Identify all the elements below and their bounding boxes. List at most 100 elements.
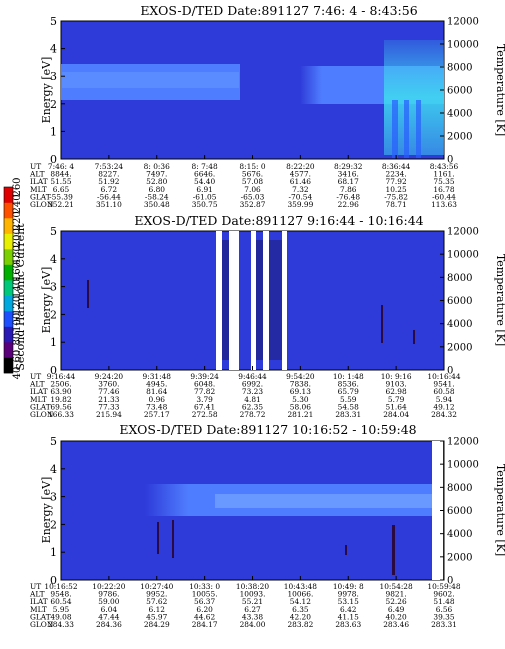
orbit-table-cell: 51.55 (50, 177, 71, 186)
orbit-table-cell: -56.44 (97, 192, 121, 201)
orbit-table-cell: 58.06 (290, 402, 311, 411)
orbit-table-row-label: UT (30, 582, 41, 591)
orbit-table-cell: 8844. (50, 170, 71, 179)
panel-3-spike (172, 520, 174, 558)
colorbar-frame (3, 186, 14, 374)
orbit-table-cell: 6048. (194, 380, 215, 389)
orbit-table-cell: 6646. (194, 170, 215, 179)
orbit-table-cell: 41.15 (338, 612, 359, 621)
y-tick-label: 2 (50, 518, 57, 531)
orbit-table-cell: 77.92 (386, 177, 407, 186)
y2-tick-label: 6000 (447, 296, 472, 307)
orbit-table-cell: 6.80 (149, 185, 166, 194)
orbit-table-cell: -76.48 (336, 192, 360, 201)
orbit-table-cell: 284.33 (48, 620, 74, 629)
orbit-table-cell: 8:29:32 (334, 162, 363, 171)
orbit-table-cell: 10:27:40 (140, 582, 173, 591)
orbit-table-cell: 7838. (290, 380, 311, 389)
orbit-table-row-label: GLON (30, 410, 54, 419)
orbit-table-cell: 7497. (146, 170, 167, 179)
y2-tick-label: 0 (447, 155, 453, 166)
orbit-table-cell: 6992. (242, 380, 263, 389)
orbit-table-cell: 10:22:20 (92, 582, 125, 591)
panel-3-y-axis: 0 1 2 3 4 5 (50, 435, 65, 587)
orbit-table-cell: 81.64 (146, 387, 167, 396)
orbit-table-cell: 6.42 (340, 605, 356, 614)
orbit-table-cell: 56.37 (194, 597, 215, 606)
panel-2-data-gap (282, 231, 287, 370)
orbit-table-cell: 284.04 (383, 410, 409, 419)
orbit-table-cell: 3416. (338, 170, 359, 179)
orbit-table-cell: 67.41 (194, 402, 215, 411)
orbit-table-cell: 350.48 (144, 200, 170, 209)
orbit-table-cell: 9103. (386, 380, 407, 389)
panel-2-cusp-activity (269, 240, 282, 360)
panel-3-data-gap (432, 441, 443, 580)
panel-3-y-label: Energy [eV] (40, 477, 53, 544)
orbit-table-cell: 68.17 (338, 177, 359, 186)
orbit-table-cell: 10:54:28 (380, 582, 413, 591)
orbit-table-cell: 78.71 (386, 200, 407, 209)
orbit-table-cell: 10:33: 0 (189, 582, 220, 591)
orbit-table-cell: 9:31:48 (143, 372, 172, 381)
panel-2-spike (413, 330, 415, 344)
orbit-table-cell: 54.12 (290, 597, 311, 606)
y2-tick-label: 8000 (447, 63, 472, 74)
orbit-table-cell: 215.94 (96, 410, 122, 419)
orbit-table-cell: 284.00 (240, 620, 266, 629)
orbit-table-cell: 6.65 (53, 185, 70, 194)
orbit-table-cell: 5.30 (292, 395, 309, 404)
y2-tick-label: 10000 (447, 460, 479, 471)
panel-1-dawn-edge-streak (416, 100, 421, 158)
panel-2-spike (87, 280, 89, 308)
orbit-table-cell: 8:22:20 (286, 162, 315, 171)
orbit-table-row-label: ALT (29, 590, 45, 599)
y2-tick-label: 4000 (447, 529, 472, 540)
colorbar-swatch (4, 264, 13, 281)
orbit-table-cell: 19.82 (50, 395, 71, 404)
colorbar-tick-label: 200 (12, 228, 23, 247)
colorbar-tick-label: 160 (12, 262, 23, 281)
orbit-table-cell: 7.06 (244, 185, 261, 194)
panel-2-data-features (87, 231, 415, 370)
orbit-table-cell: 53.15 (338, 597, 359, 606)
colorbar-swatch (4, 233, 13, 250)
orbit-table-cell: 8:15: 0 (239, 162, 265, 171)
orbit-table-cell: 257.17 (144, 410, 170, 419)
orbit-table-cell: 4577. (290, 170, 311, 179)
panel-2-title: EXOS-D/TED Date:891127 9:16:44 - 10:16:4… (134, 213, 423, 228)
orbit-table-cell: 166.33 (48, 410, 74, 419)
y-tick-label: 0 (50, 574, 57, 587)
orbit-table-cell: 21.33 (98, 395, 119, 404)
colorbar-tick-label: 240 (12, 194, 23, 213)
orbit-table-cell: 10:16:52 (44, 582, 77, 591)
orbit-table-cell: 69.56 (50, 402, 71, 411)
orbit-table-cell: 8: 7:48 (192, 162, 218, 171)
orbit-table-cell: -60.44 (432, 192, 456, 201)
panel-3: EXOS-D/TED Date:891127 10:16:52 - 10:59:… (29, 422, 505, 629)
orbit-table-cell: -65.03 (241, 192, 265, 201)
colorbar-label: Second Harmonic Current (14, 223, 27, 371)
colorbar-swatch (4, 218, 13, 234)
orbit-table-cell: 0.96 (149, 395, 166, 404)
panel-2-cusp-activity (222, 240, 229, 360)
panel-1-y-axis: 0 1 2 3 4 5 (50, 15, 65, 166)
panel-1: EXOS-D/TED Date:891127 7:46: 4 - 8:43:56… (29, 3, 505, 209)
orbit-table-cell: 283.63 (335, 620, 361, 629)
panel-1-dawn-edge-streak (404, 100, 409, 158)
panel-2-cusp-activity (256, 240, 263, 360)
y2-tick-label: 4000 (447, 109, 472, 120)
panel-2-spike (381, 305, 383, 343)
y2-tick-label: 6000 (447, 506, 472, 517)
y-tick-label: 4 (50, 463, 57, 476)
orbit-table-cell: 54.40 (194, 177, 215, 186)
orbit-table-row-label: ILAT (30, 597, 48, 606)
orbit-table-cell: 8536. (338, 380, 359, 389)
panel-1-dawn-edge-streak (392, 100, 398, 158)
orbit-table-cell: 5.95 (53, 605, 70, 614)
colorbar-swatch (4, 187, 13, 203)
orbit-table-cell: 10093. (240, 590, 266, 599)
orbit-table-cell: 10:49: 8 (333, 582, 364, 591)
